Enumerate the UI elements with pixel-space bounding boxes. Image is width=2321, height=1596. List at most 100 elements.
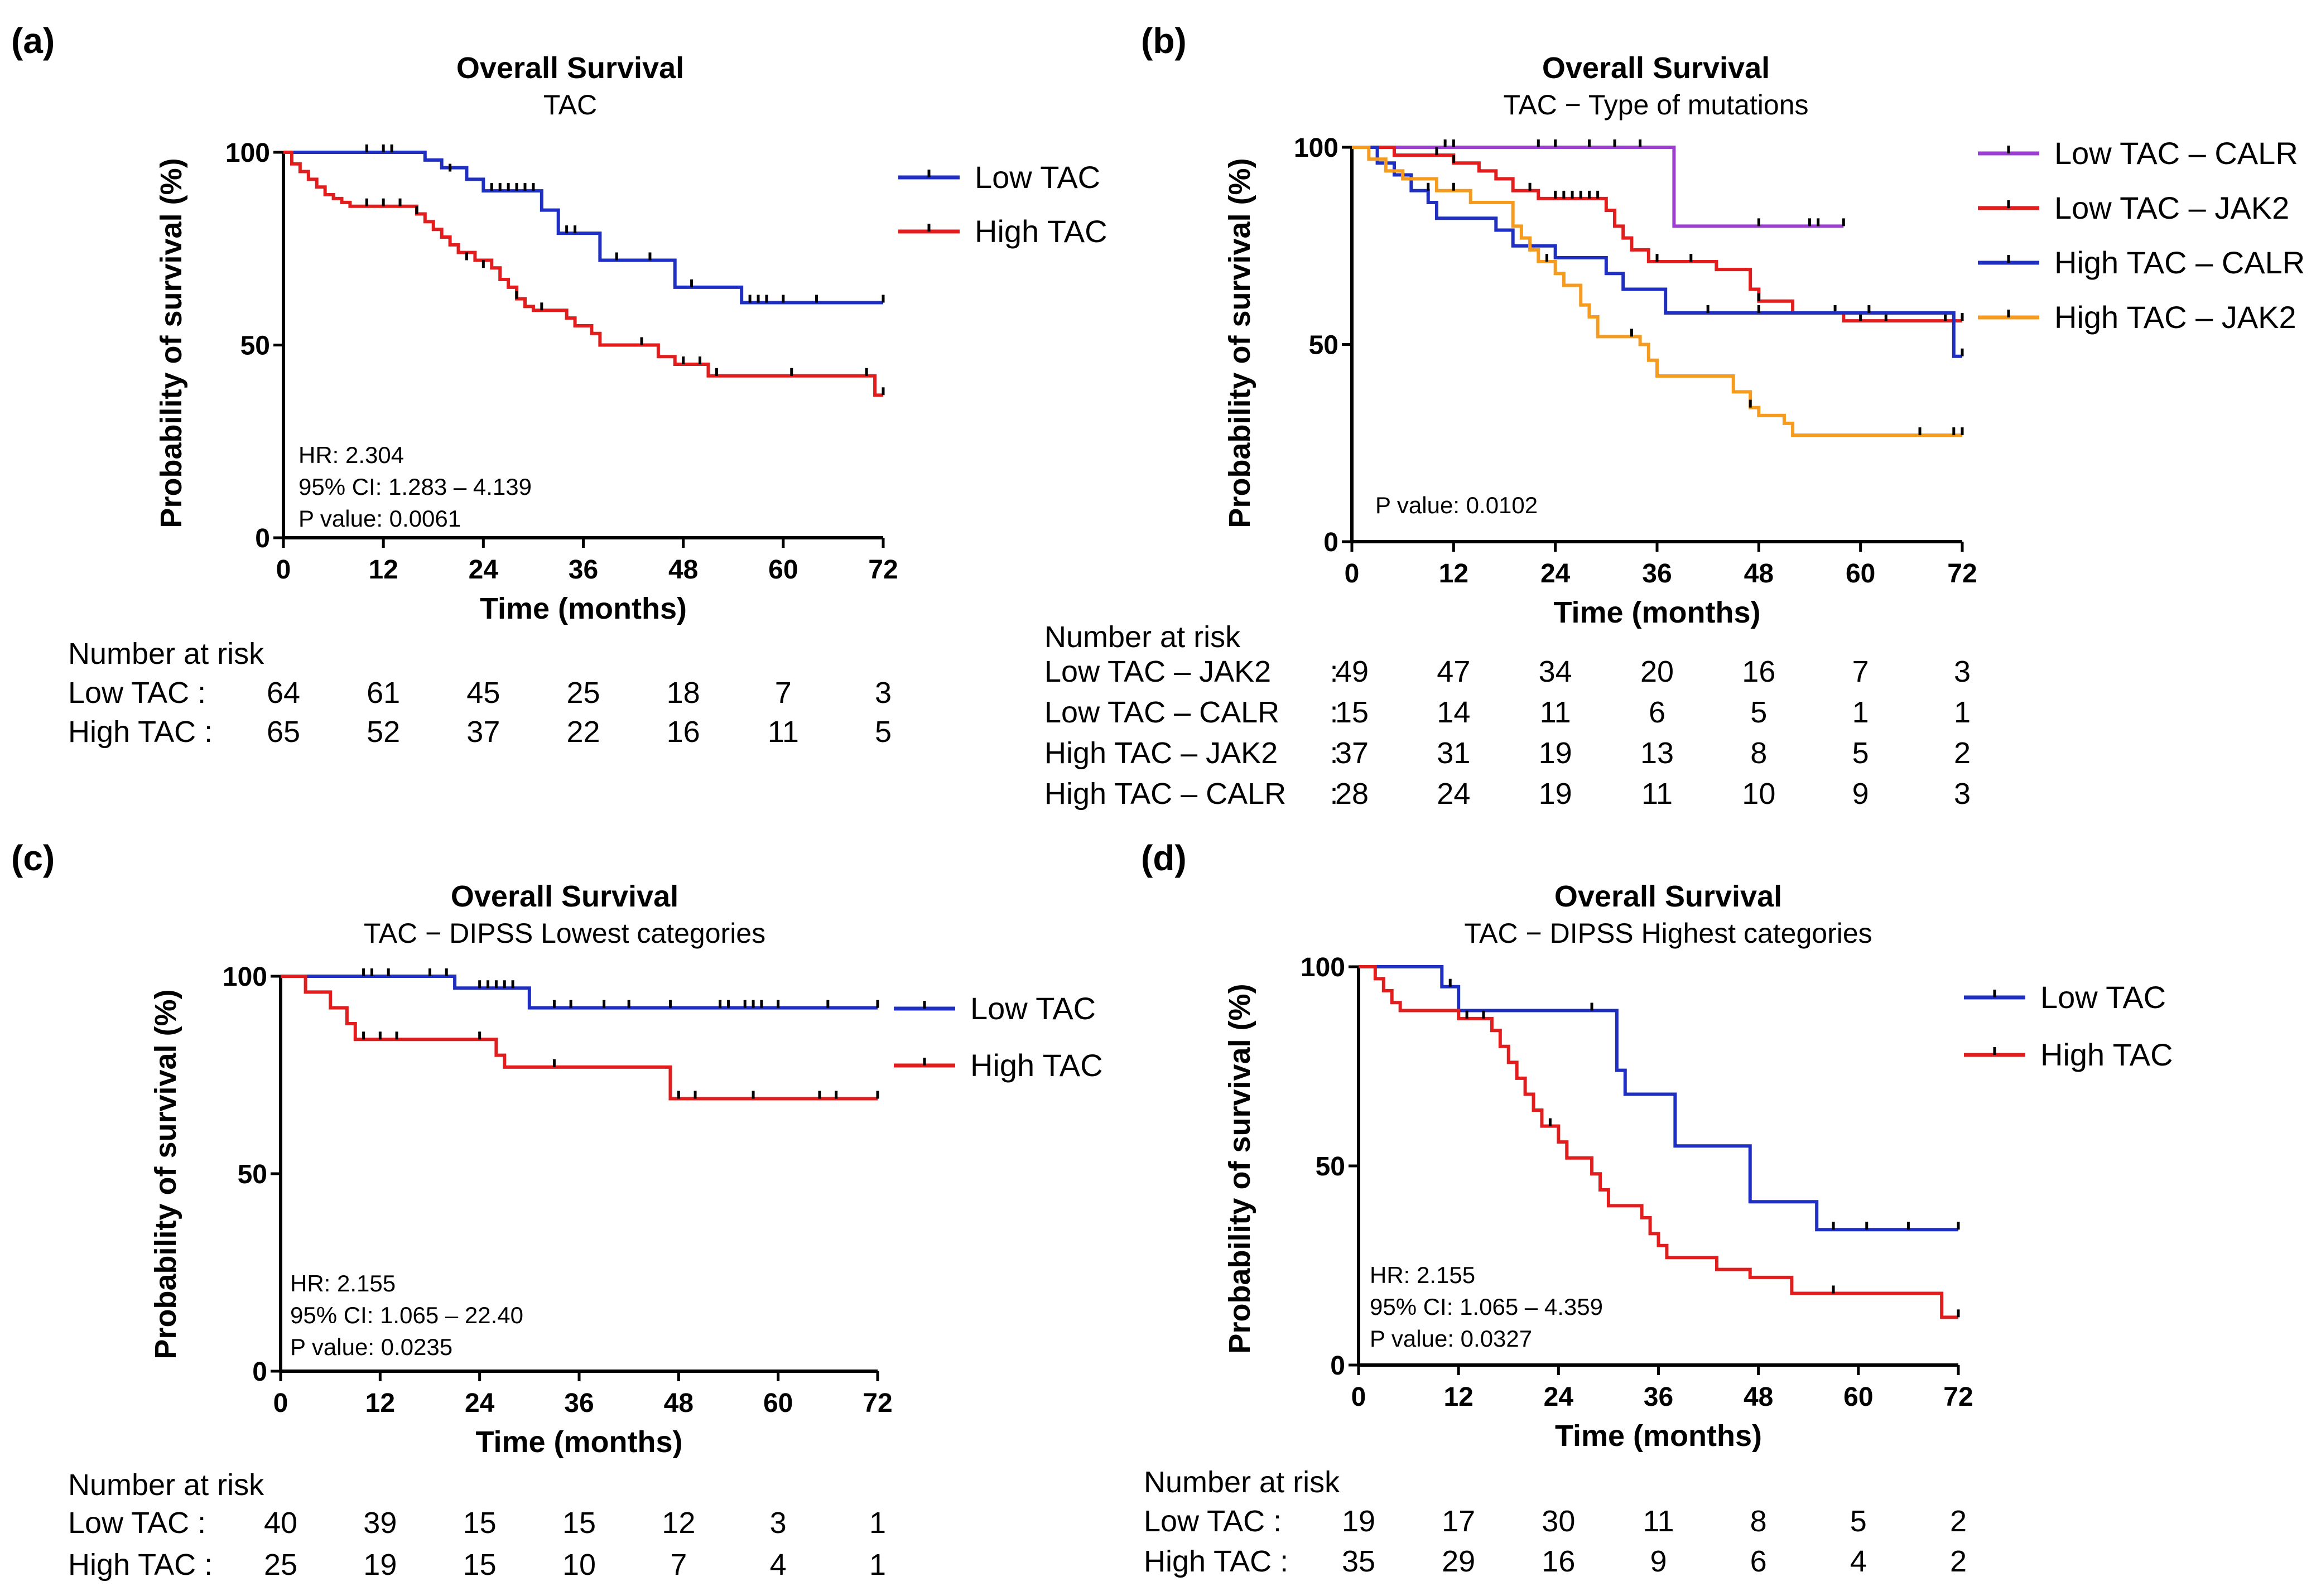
- x-tick-label: 12: [1439, 559, 1468, 589]
- risk-value: 2: [1950, 1545, 1967, 1578]
- risk-value: 39: [363, 1506, 397, 1540]
- risk-row-label: Low TAC :: [68, 676, 206, 710]
- risk-table-header: Number at risk: [68, 637, 264, 671]
- survival-curve: [1352, 146, 1844, 228]
- survival-curve: [281, 975, 878, 1010]
- stat-annotation: 95% CI: 1.065 – 22.40: [290, 1302, 523, 1328]
- x-tick-label: 0: [273, 1388, 288, 1418]
- stat-annotation: 95% CI: 1.065 – 4.359: [1370, 1294, 1603, 1320]
- chart-panel-b: (b) Overall Survival TAC − Type of mutatio…: [1044, 21, 2305, 811]
- y-axis-label: Probability of survival (%): [1223, 158, 1256, 528]
- risk-table-header: Number at risk: [68, 1468, 264, 1502]
- risk-value: 64: [267, 676, 300, 710]
- risk-value: 65: [267, 715, 300, 749]
- x-axis-label: Time (months): [480, 592, 687, 625]
- y-tick-label: 0: [1323, 528, 1338, 557]
- risk-value: 16: [667, 715, 700, 749]
- chart-subtitle: TAC − DIPSS Lowest categories: [364, 918, 765, 949]
- x-tick-label: 48: [1744, 559, 1774, 589]
- panel-label: (c): [11, 838, 55, 878]
- x-tick-label: 72: [1947, 559, 1977, 589]
- survival-curve: [283, 151, 883, 305]
- risk-row-label: Low TAC :: [68, 1506, 206, 1540]
- risk-value: 15: [463, 1506, 497, 1540]
- x-tick-label: 72: [868, 555, 898, 585]
- risk-value: 25: [264, 1548, 297, 1581]
- risk-row-colon: :: [1330, 696, 1338, 729]
- risk-value: 3: [770, 1506, 787, 1540]
- y-tick-label: 100: [1301, 953, 1345, 982]
- x-tick-label: 36: [1642, 559, 1672, 589]
- legend-label: High TAC – JAK2: [2054, 300, 2296, 335]
- risk-value: 10: [1742, 777, 1775, 811]
- x-tick-label: 0: [1351, 1382, 1366, 1412]
- survival-curve: [1352, 146, 1962, 323]
- risk-value: 37: [1335, 736, 1369, 770]
- risk-value: 16: [1542, 1545, 1575, 1578]
- risk-value: 15: [562, 1506, 596, 1540]
- risk-row-label: Low TAC – JAK2: [1044, 655, 1271, 688]
- stat-annotation: P value: 0.0102: [1375, 492, 1538, 518]
- risk-value: 2: [1954, 736, 1971, 770]
- y-axis-label: Probability of survival (%): [149, 989, 182, 1359]
- risk-value: 17: [1442, 1505, 1475, 1538]
- risk-table-header: Number at risk: [1044, 620, 1241, 654]
- y-tick-label: 50: [1316, 1152, 1345, 1182]
- risk-value: 3: [1954, 777, 1971, 811]
- risk-value: 1: [1852, 696, 1869, 729]
- x-tick-label: 48: [664, 1388, 694, 1418]
- risk-row-label: High TAC – JAK2: [1044, 736, 1278, 770]
- stat-annotation: P value: 0.0235: [290, 1334, 452, 1360]
- risk-value: 5: [1852, 736, 1869, 770]
- risk-value: 34: [1539, 655, 1572, 688]
- x-tick-label: 24: [469, 555, 499, 585]
- x-tick-label: 48: [668, 555, 698, 585]
- chart-title: Overall Survival: [1542, 51, 1770, 85]
- risk-value: 11: [1641, 777, 1673, 811]
- risk-value: 10: [562, 1548, 596, 1581]
- risk-value: 14: [1437, 696, 1470, 729]
- risk-value: 7: [1852, 655, 1869, 688]
- risk-value: 29: [1442, 1545, 1475, 1578]
- risk-table-header: Number at risk: [1144, 1465, 1340, 1499]
- stat-annotation: HR: 2.155: [290, 1270, 396, 1296]
- x-axis-label: Time (months): [1553, 596, 1760, 629]
- risk-value: 1: [869, 1506, 886, 1540]
- risk-value: 15: [463, 1548, 497, 1581]
- risk-value: 16: [1742, 655, 1775, 688]
- risk-value: 19: [1539, 736, 1572, 770]
- risk-value: 12: [662, 1506, 695, 1540]
- legend-label: High TAC: [970, 1048, 1103, 1083]
- chart-subtitle: TAC − Type of mutations: [1503, 89, 1808, 120]
- risk-value: 19: [1539, 777, 1572, 811]
- risk-row-label: High TAC – CALR: [1044, 777, 1286, 811]
- risk-value: 9: [1852, 777, 1869, 811]
- x-tick-label: 24: [465, 1388, 495, 1418]
- risk-value: 6: [1649, 696, 1665, 729]
- y-tick-label: 100: [225, 138, 270, 168]
- survival-curve: [1359, 965, 1958, 1232]
- x-tick-label: 48: [1744, 1382, 1773, 1412]
- risk-value: 15: [1335, 696, 1369, 729]
- x-tick-label: 72: [863, 1388, 892, 1418]
- risk-value: 1: [1954, 696, 1971, 729]
- survival-curve: [1359, 965, 1958, 1319]
- risk-value: 40: [264, 1506, 297, 1540]
- risk-value: 4: [1850, 1545, 1867, 1578]
- risk-value: 18: [667, 676, 700, 710]
- risk-value: 6: [1750, 1545, 1767, 1578]
- x-tick-label: 60: [1846, 559, 1875, 589]
- risk-value: 13: [1640, 736, 1674, 770]
- risk-value: 3: [1954, 655, 1971, 688]
- risk-row-label: High TAC :: [68, 1548, 213, 1581]
- y-tick-label: 0: [252, 1357, 267, 1387]
- risk-value: 9: [1650, 1545, 1667, 1578]
- chart-panel-c: (c) Overall Survival TAC − DIPSS Lowest ca…: [11, 838, 1103, 1581]
- x-tick-label: 12: [368, 555, 398, 585]
- chart-subtitle: TAC − DIPSS Highest categories: [1464, 918, 1872, 949]
- risk-value: 8: [1750, 736, 1767, 770]
- risk-row-label: High TAC :: [68, 715, 213, 749]
- risk-value: 37: [466, 715, 500, 749]
- risk-value: 5: [1850, 1505, 1867, 1538]
